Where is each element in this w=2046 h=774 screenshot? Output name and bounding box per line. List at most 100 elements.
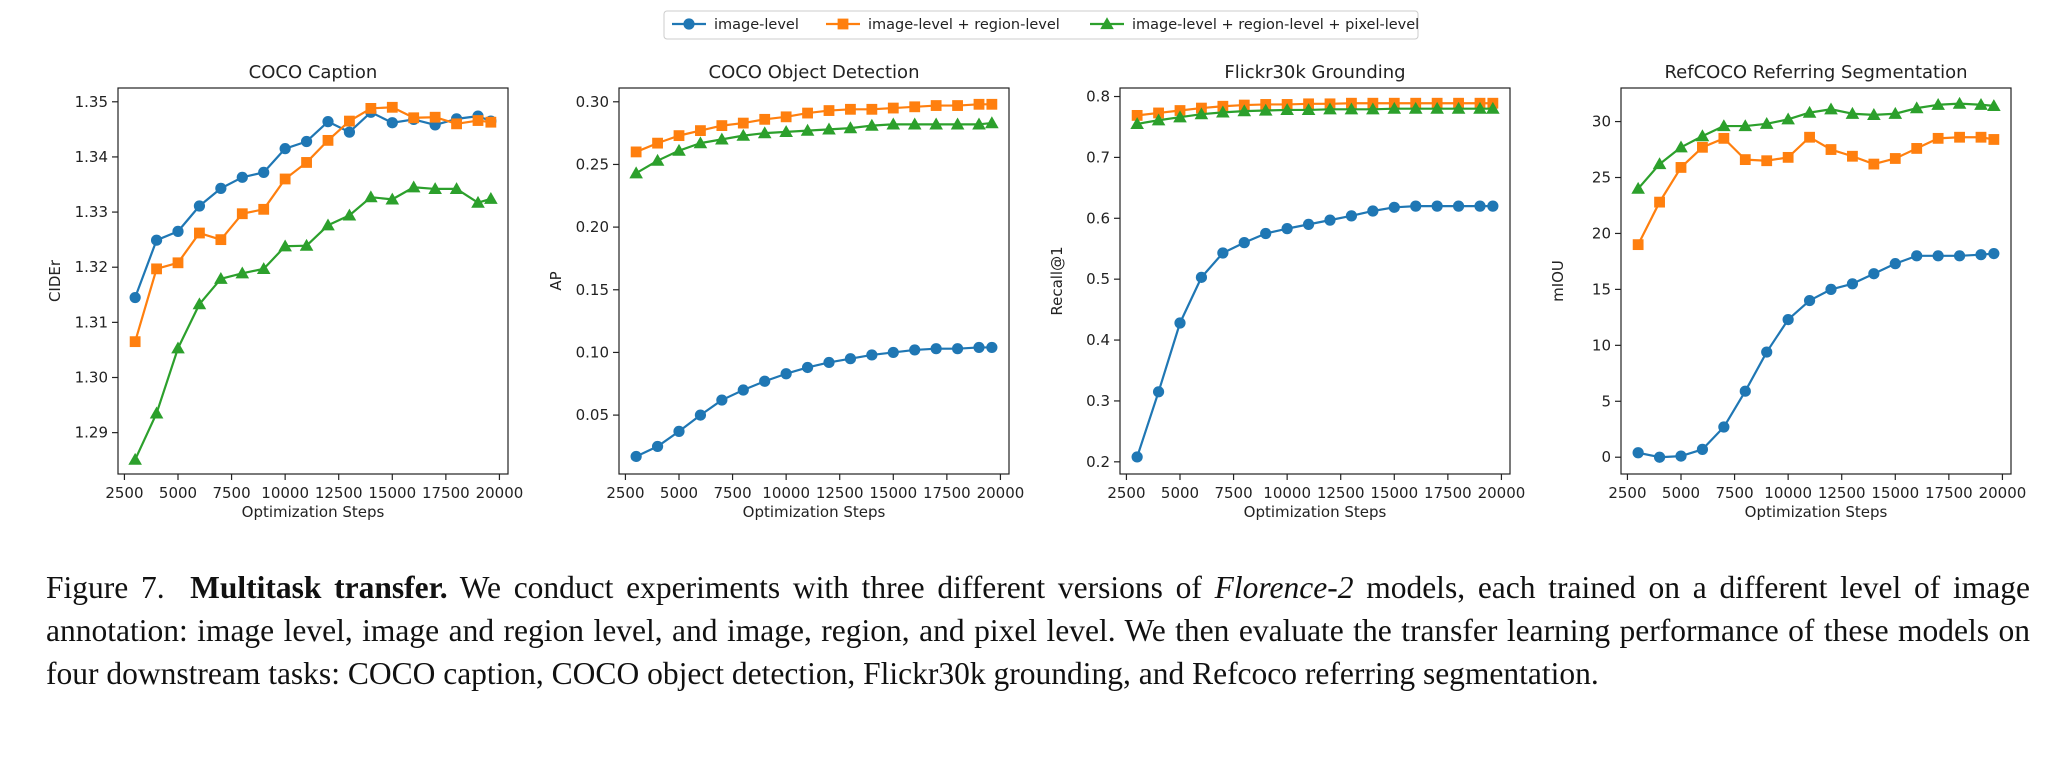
data-point (1846, 278, 1859, 290)
plot-frame (618, 87, 1010, 475)
data-point (1988, 247, 2000, 260)
data-point (630, 146, 642, 158)
data-point (672, 143, 686, 156)
data-point (973, 341, 985, 354)
y-tick-label: 0.7 (1086, 148, 1110, 166)
data-point (780, 368, 792, 380)
data-point (1697, 141, 1708, 153)
data-point (1367, 205, 1379, 217)
data-point (235, 266, 250, 279)
data-point (1130, 117, 1144, 130)
data-point (1717, 119, 1731, 132)
y-axis-label: Recall@1 (1048, 246, 1066, 315)
x-tick-label: 7500 (1715, 484, 1753, 502)
x-tick-label: 10000 (261, 484, 309, 502)
y-tick-label: 1.30 (75, 369, 108, 387)
data-point (429, 111, 441, 123)
chart-title: COCO Caption (249, 62, 378, 83)
data-point (909, 101, 921, 113)
x-tick-label: 2500 (1608, 484, 1646, 502)
plot-frame (1119, 87, 1511, 475)
legend-marker (837, 18, 849, 30)
y-tick-label: 1.34 (75, 148, 108, 166)
x-tick-label: 2500 (105, 484, 143, 502)
data-point (128, 452, 142, 465)
data-point (1974, 97, 1988, 110)
x-tick-label: 5000 (660, 484, 698, 502)
data-point (1911, 143, 1923, 154)
x-tick-label: 12500 (1818, 484, 1866, 502)
x-tick-label: 2500 (606, 484, 644, 502)
data-point (1301, 103, 1316, 116)
chart-panels: COCO Caption 2500 5000 7500 10000 12500 15000 1… (46, 62, 2026, 521)
data-point (1388, 201, 1400, 213)
data-point (1323, 102, 1337, 115)
data-point (1258, 103, 1273, 116)
data-point (1653, 451, 1666, 463)
chart-title: COCO Object Detection (709, 62, 920, 83)
data-point (909, 344, 921, 356)
legend-label: image-level + region-level (868, 17, 1060, 33)
data-point (1802, 105, 1817, 118)
x-tick-label: 5000 (1662, 484, 1700, 502)
data-point (192, 297, 207, 310)
data-point (193, 200, 206, 212)
data-point (1344, 102, 1359, 115)
data-point (1695, 129, 1710, 142)
data-point (629, 166, 643, 179)
data-point (950, 117, 965, 130)
data-point (929, 117, 943, 130)
data-point (1888, 106, 1903, 119)
y-tick-label: 25 (1592, 169, 1611, 187)
data-point (151, 263, 162, 275)
y-tick-label: 0.10 (576, 343, 609, 361)
data-point (844, 353, 857, 365)
x-tick-label: 10000 (762, 484, 810, 502)
data-point (986, 98, 998, 110)
series-line (134, 111, 492, 298)
data-point (342, 208, 357, 221)
series-line (134, 106, 492, 342)
figure-canvas: image-level image-level + region-level ima… (46, 10, 2026, 521)
data-point (1131, 109, 1143, 121)
data-point (1281, 223, 1293, 235)
data-point (736, 128, 751, 141)
legend-item: image-level + region-level + pixel-level (1090, 17, 1419, 33)
data-point (695, 125, 706, 137)
data-point (1217, 247, 1229, 259)
y-tick-label: 0.4 (1086, 331, 1110, 349)
series (129, 101, 497, 348)
data-point (1803, 294, 1816, 307)
data-point (236, 208, 248, 220)
data-point (1652, 157, 1667, 170)
x-tick-label: 17500 (923, 484, 971, 502)
data-point (1782, 151, 1794, 163)
chart-panel: Flickr30k Grounding 2500 5000 7500 10000 1250… (1048, 62, 1525, 521)
data-point (951, 343, 964, 355)
y-axis-label: AP (547, 271, 565, 290)
data-point (1952, 96, 1967, 109)
data-point (1909, 101, 1924, 114)
y-tick-label: 0.3 (1086, 392, 1110, 410)
x-tick-label: 7500 (1214, 484, 1252, 502)
data-point (322, 116, 334, 128)
y-tick-label: 0.15 (576, 281, 609, 299)
data-point (887, 102, 899, 114)
data-point (258, 166, 270, 178)
series-line (1637, 102, 1994, 190)
chart-panel: RefCOCO Referring Segmentation 2500 5000 75… (1549, 62, 2026, 521)
data-point (279, 173, 291, 185)
data-point (1696, 443, 1709, 455)
series (1131, 200, 1499, 463)
data-point (843, 121, 858, 134)
data-point (759, 113, 771, 125)
x-tick-label: 17500 (1925, 484, 1973, 502)
series-line (1637, 252, 1994, 459)
x-tick-label: 17500 (1424, 484, 1472, 502)
caption-bold: Multitask transfer. (190, 570, 448, 605)
y-tick-label: 0.2 (1086, 453, 1110, 471)
chart-title: RefCOCO Referring Segmentation (1664, 62, 1967, 83)
data-point (1718, 421, 1730, 433)
data-point (1739, 154, 1751, 166)
data-point (1868, 268, 1880, 280)
